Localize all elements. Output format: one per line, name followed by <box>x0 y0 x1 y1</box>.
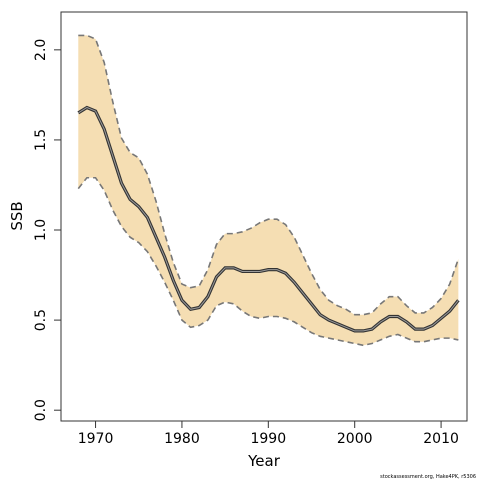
x-tick-label: 1980 <box>164 431 200 447</box>
median-line <box>78 106 459 332</box>
y-tick-label: 1.5 <box>33 129 49 151</box>
confidence-band <box>78 35 459 346</box>
series-layer <box>77 34 460 347</box>
y-tick-label: 0.0 <box>33 399 49 421</box>
y-tick-label: 1.0 <box>33 219 49 241</box>
x-axis: 1970 1980 1990 2000 2010 <box>78 421 459 447</box>
y-axis-title: SSB <box>8 201 26 230</box>
x-axis-title: Year <box>247 452 281 470</box>
y-tick-label: 0.5 <box>33 309 49 331</box>
upper-bound-line <box>78 34 460 316</box>
footnote: stockassessment.org, Hake4PK, r5306 <box>380 474 476 480</box>
y-axis: 0.0 0.5 1.0 1.5 2.0 <box>33 39 61 421</box>
x-tick-label: 1970 <box>78 431 114 447</box>
lower-bound-line <box>77 176 459 347</box>
plot-frame <box>60 11 468 422</box>
x-tick-label: 2000 <box>337 431 373 447</box>
confidence-band-layer <box>78 35 459 346</box>
y-tick-label: 2.0 <box>33 39 49 61</box>
x-tick-label: 1990 <box>250 431 286 447</box>
x-tick-label: 2010 <box>423 431 459 447</box>
